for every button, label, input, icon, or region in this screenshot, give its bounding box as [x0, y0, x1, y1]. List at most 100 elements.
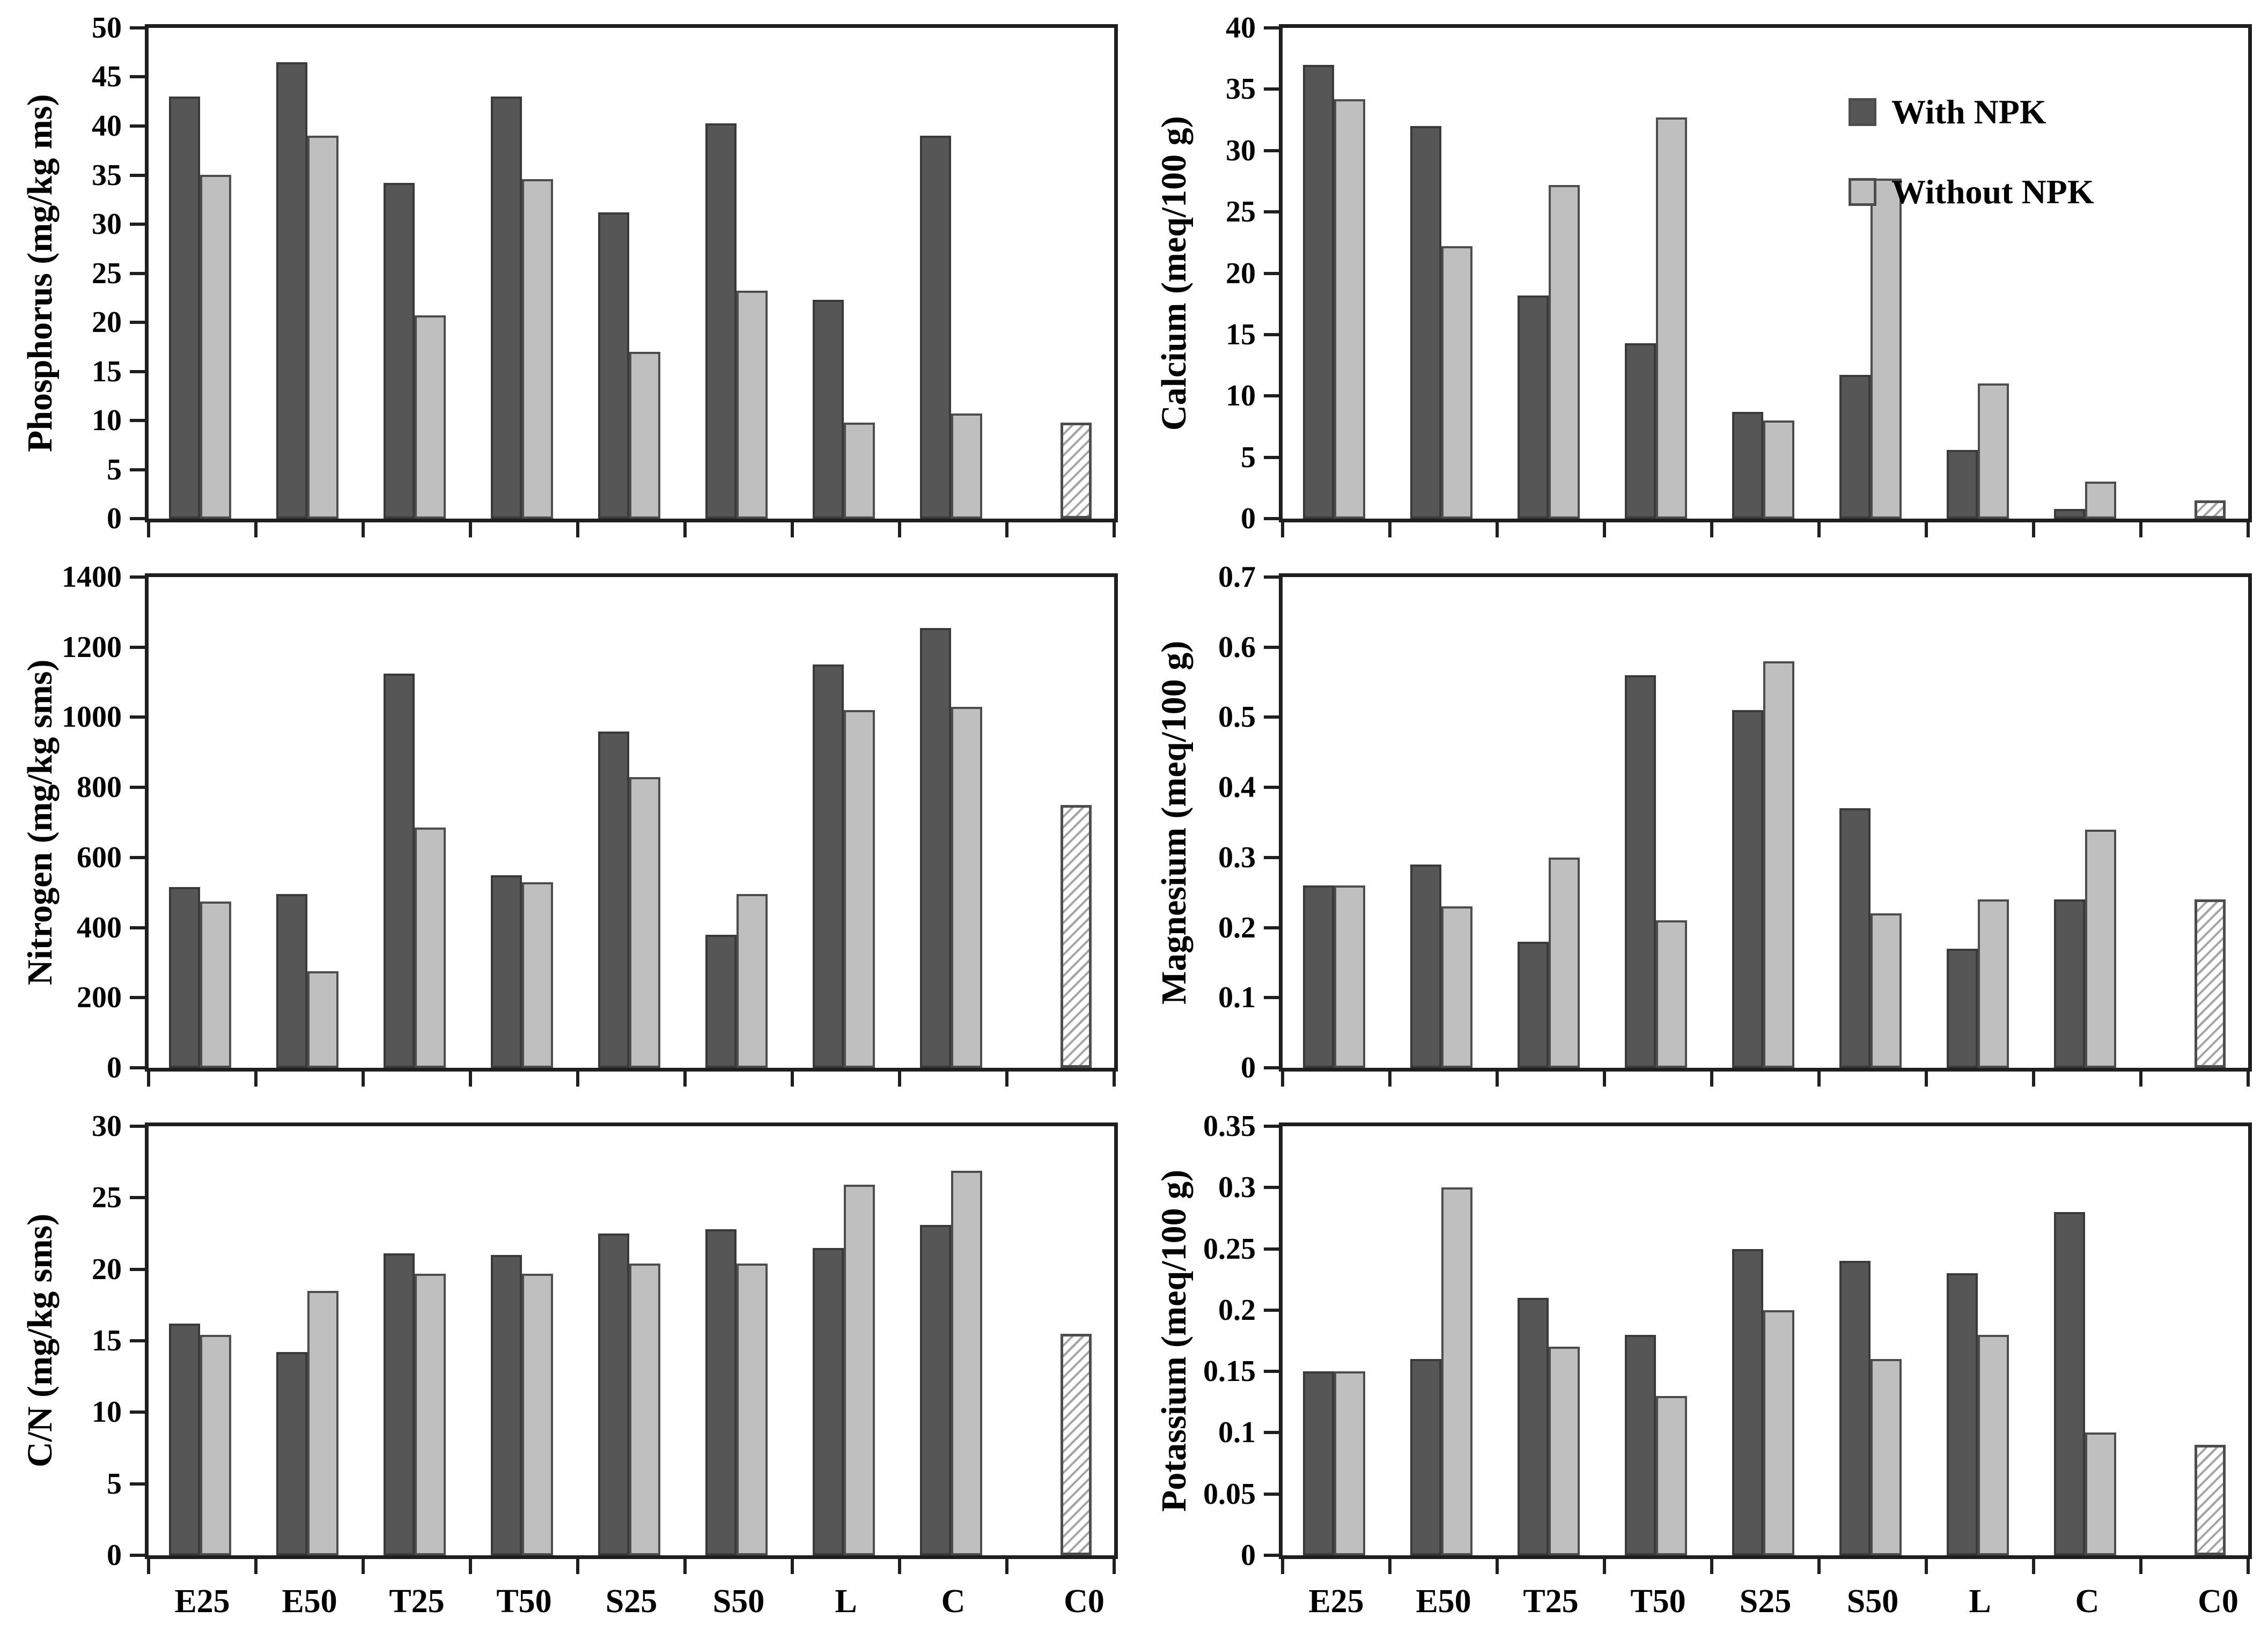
bar-with-npk-T25: [384, 1253, 415, 1555]
y-axis-tick-label: 600: [77, 841, 122, 874]
bar-with-npk-E50: [276, 62, 307, 519]
bar-without-npk-S25: [1763, 1310, 1794, 1555]
y-axis-tick: [1264, 575, 1279, 579]
bar-with-npk-E50: [276, 1352, 307, 1555]
bar-with-npk-T50: [1625, 1335, 1656, 1555]
bar-with-npk-L: [1947, 949, 1978, 1068]
y-axis-tick-label: 0.05: [1203, 1478, 1256, 1511]
x-axis-tick: [1925, 1072, 1928, 1087]
bar-without-npk-L: [844, 1185, 875, 1555]
bar-without-npk-E50: [1441, 906, 1472, 1068]
bar-control-hatched-C0: [1061, 1334, 1092, 1555]
x-axis-tick: [147, 1072, 150, 1087]
bar-with-npk-S25: [598, 732, 629, 1068]
y-axis-tick-label: 25: [92, 1181, 122, 1214]
x-axis-tick: [898, 1072, 901, 1087]
y-axis-tick-label: 30: [1226, 134, 1256, 167]
bar-without-npk-S25: [629, 352, 660, 519]
x-axis-label-C: C: [941, 1583, 966, 1620]
y-axis-tick: [1264, 456, 1279, 459]
bar-without-npk-T50: [1656, 1396, 1687, 1555]
y-axis-tick: [130, 75, 145, 78]
bar-with-npk-L: [813, 1248, 844, 1555]
x-axis-tick: [362, 1559, 365, 1574]
bar-with-npk-S50: [1839, 1261, 1871, 1555]
y-axis-tick: [1264, 87, 1279, 91]
y-axis-tick-label: 0.7: [1218, 560, 1256, 594]
bar-with-npk-C: [920, 1225, 951, 1555]
bar-with-npk-S50: [1839, 375, 1871, 519]
y-axis-tick-label: 0.6: [1218, 631, 1256, 664]
x-axis-tick: [1388, 522, 1391, 537]
bar-with-npk-S50: [1839, 808, 1871, 1068]
x-axis-tick: [1005, 1072, 1008, 1087]
bar-without-npk-E25: [200, 1335, 231, 1555]
bar-with-npk-E25: [169, 887, 200, 1068]
bar-without-npk-T50: [1656, 117, 1687, 519]
panel-calcium: Calcium (meq/100 g) 0 5 10 15 20 25 30 35 40 With …: [1134, 0, 2268, 549]
y-axis-tick-label: 10: [1226, 379, 1256, 412]
bar-control-hatched-C0: [1061, 423, 1092, 519]
bar-without-npk-L: [844, 710, 875, 1068]
y-axis-tick: [130, 1410, 145, 1414]
x-axis-label-C0: C0: [2198, 1583, 2238, 1620]
x-axis-tick: [791, 1559, 794, 1574]
y-axis-tick-label: 0: [107, 1539, 122, 1572]
y-axis-tick-label: 5: [107, 453, 122, 486]
y-axis-tick: [1264, 26, 1279, 29]
y-axis-tick-label: 0.3: [1218, 841, 1256, 874]
panel-potassium: Potassium (meq/100 g) 0 0.05 0.1 0.15 0.2 0.25…: [1134, 1098, 2268, 1647]
x-axis-tick: [791, 1072, 794, 1087]
y-axis-tick: [1264, 1370, 1279, 1373]
y-axis-tick-label: 15: [92, 355, 122, 388]
bar-with-npk-C: [2054, 1212, 2085, 1555]
bar-with-npk-T50: [491, 97, 522, 519]
y-axis-tick-label: 400: [77, 911, 122, 944]
y-axis-tick-label: 5: [1241, 441, 1256, 474]
bar-without-npk-T50: [522, 882, 553, 1068]
y-axis-tick-label: 50: [92, 11, 122, 45]
legend-swatch-icon: [1849, 98, 1876, 126]
y-axis-tick: [130, 996, 145, 999]
bar-with-npk-L: [813, 664, 844, 1068]
y-axis-tick-label: 1400: [62, 560, 122, 594]
bar-without-npk-S50: [1871, 913, 1902, 1068]
x-axis-tick: [469, 1559, 472, 1574]
y-axis-tick: [1264, 1186, 1279, 1189]
bar-with-npk-C: [2054, 899, 2085, 1068]
bar-without-npk-C: [2085, 830, 2116, 1068]
y-axis-tick-label: 0.3: [1218, 1171, 1256, 1204]
x-axis-tick: [1925, 1559, 1928, 1574]
bar-without-npk-E50: [307, 1291, 338, 1555]
x-axis-tick: [576, 522, 579, 537]
y-axis-tick-label: 0.25: [1203, 1232, 1256, 1266]
y-axis-tick: [1264, 394, 1279, 397]
bar-without-npk-C: [951, 707, 982, 1068]
bar-without-npk-T25: [415, 1274, 446, 1555]
y-axis-tick-label: 10: [92, 1395, 122, 1429]
bar-with-npk-T25: [384, 183, 415, 519]
bar-with-npk-L: [1947, 1273, 1978, 1555]
y-axis-tick-label: 5: [107, 1467, 122, 1501]
panel-nitrogen: Nitrogen (mg/kg sms) 0 200 400 600 800 1000 120…: [0, 549, 1134, 1098]
y-axis-tick-label: 0: [1241, 1051, 1256, 1084]
x-axis-tick: [469, 522, 472, 537]
y-axis-tick: [130, 26, 145, 29]
y-axis-tick-label: 20: [1226, 257, 1256, 290]
x-axis-label-S25: S25: [605, 1583, 658, 1620]
y-axis-tick: [1264, 1554, 1279, 1557]
x-axis-label-E25: E25: [174, 1583, 230, 1620]
bar-with-npk-L: [813, 300, 844, 519]
bar-with-npk-T25: [1518, 1298, 1549, 1555]
x-axis-tick: [2247, 1072, 2250, 1087]
y-axis-tick-label: 0.4: [1218, 771, 1256, 804]
x-axis-tick: [1281, 1559, 1284, 1574]
y-axis-tick-label: 0.1: [1218, 1416, 1256, 1449]
y-axis-tick-label: 25: [92, 257, 122, 290]
y-axis-tick-label: 0.5: [1218, 700, 1256, 734]
bar-without-npk-L: [1978, 899, 2009, 1068]
x-axis-tick: [1496, 1559, 1499, 1574]
y-axis-tick: [1264, 1125, 1279, 1128]
x-axis-tick: [2139, 522, 2142, 537]
x-axis-label-E25: E25: [1308, 1583, 1364, 1620]
